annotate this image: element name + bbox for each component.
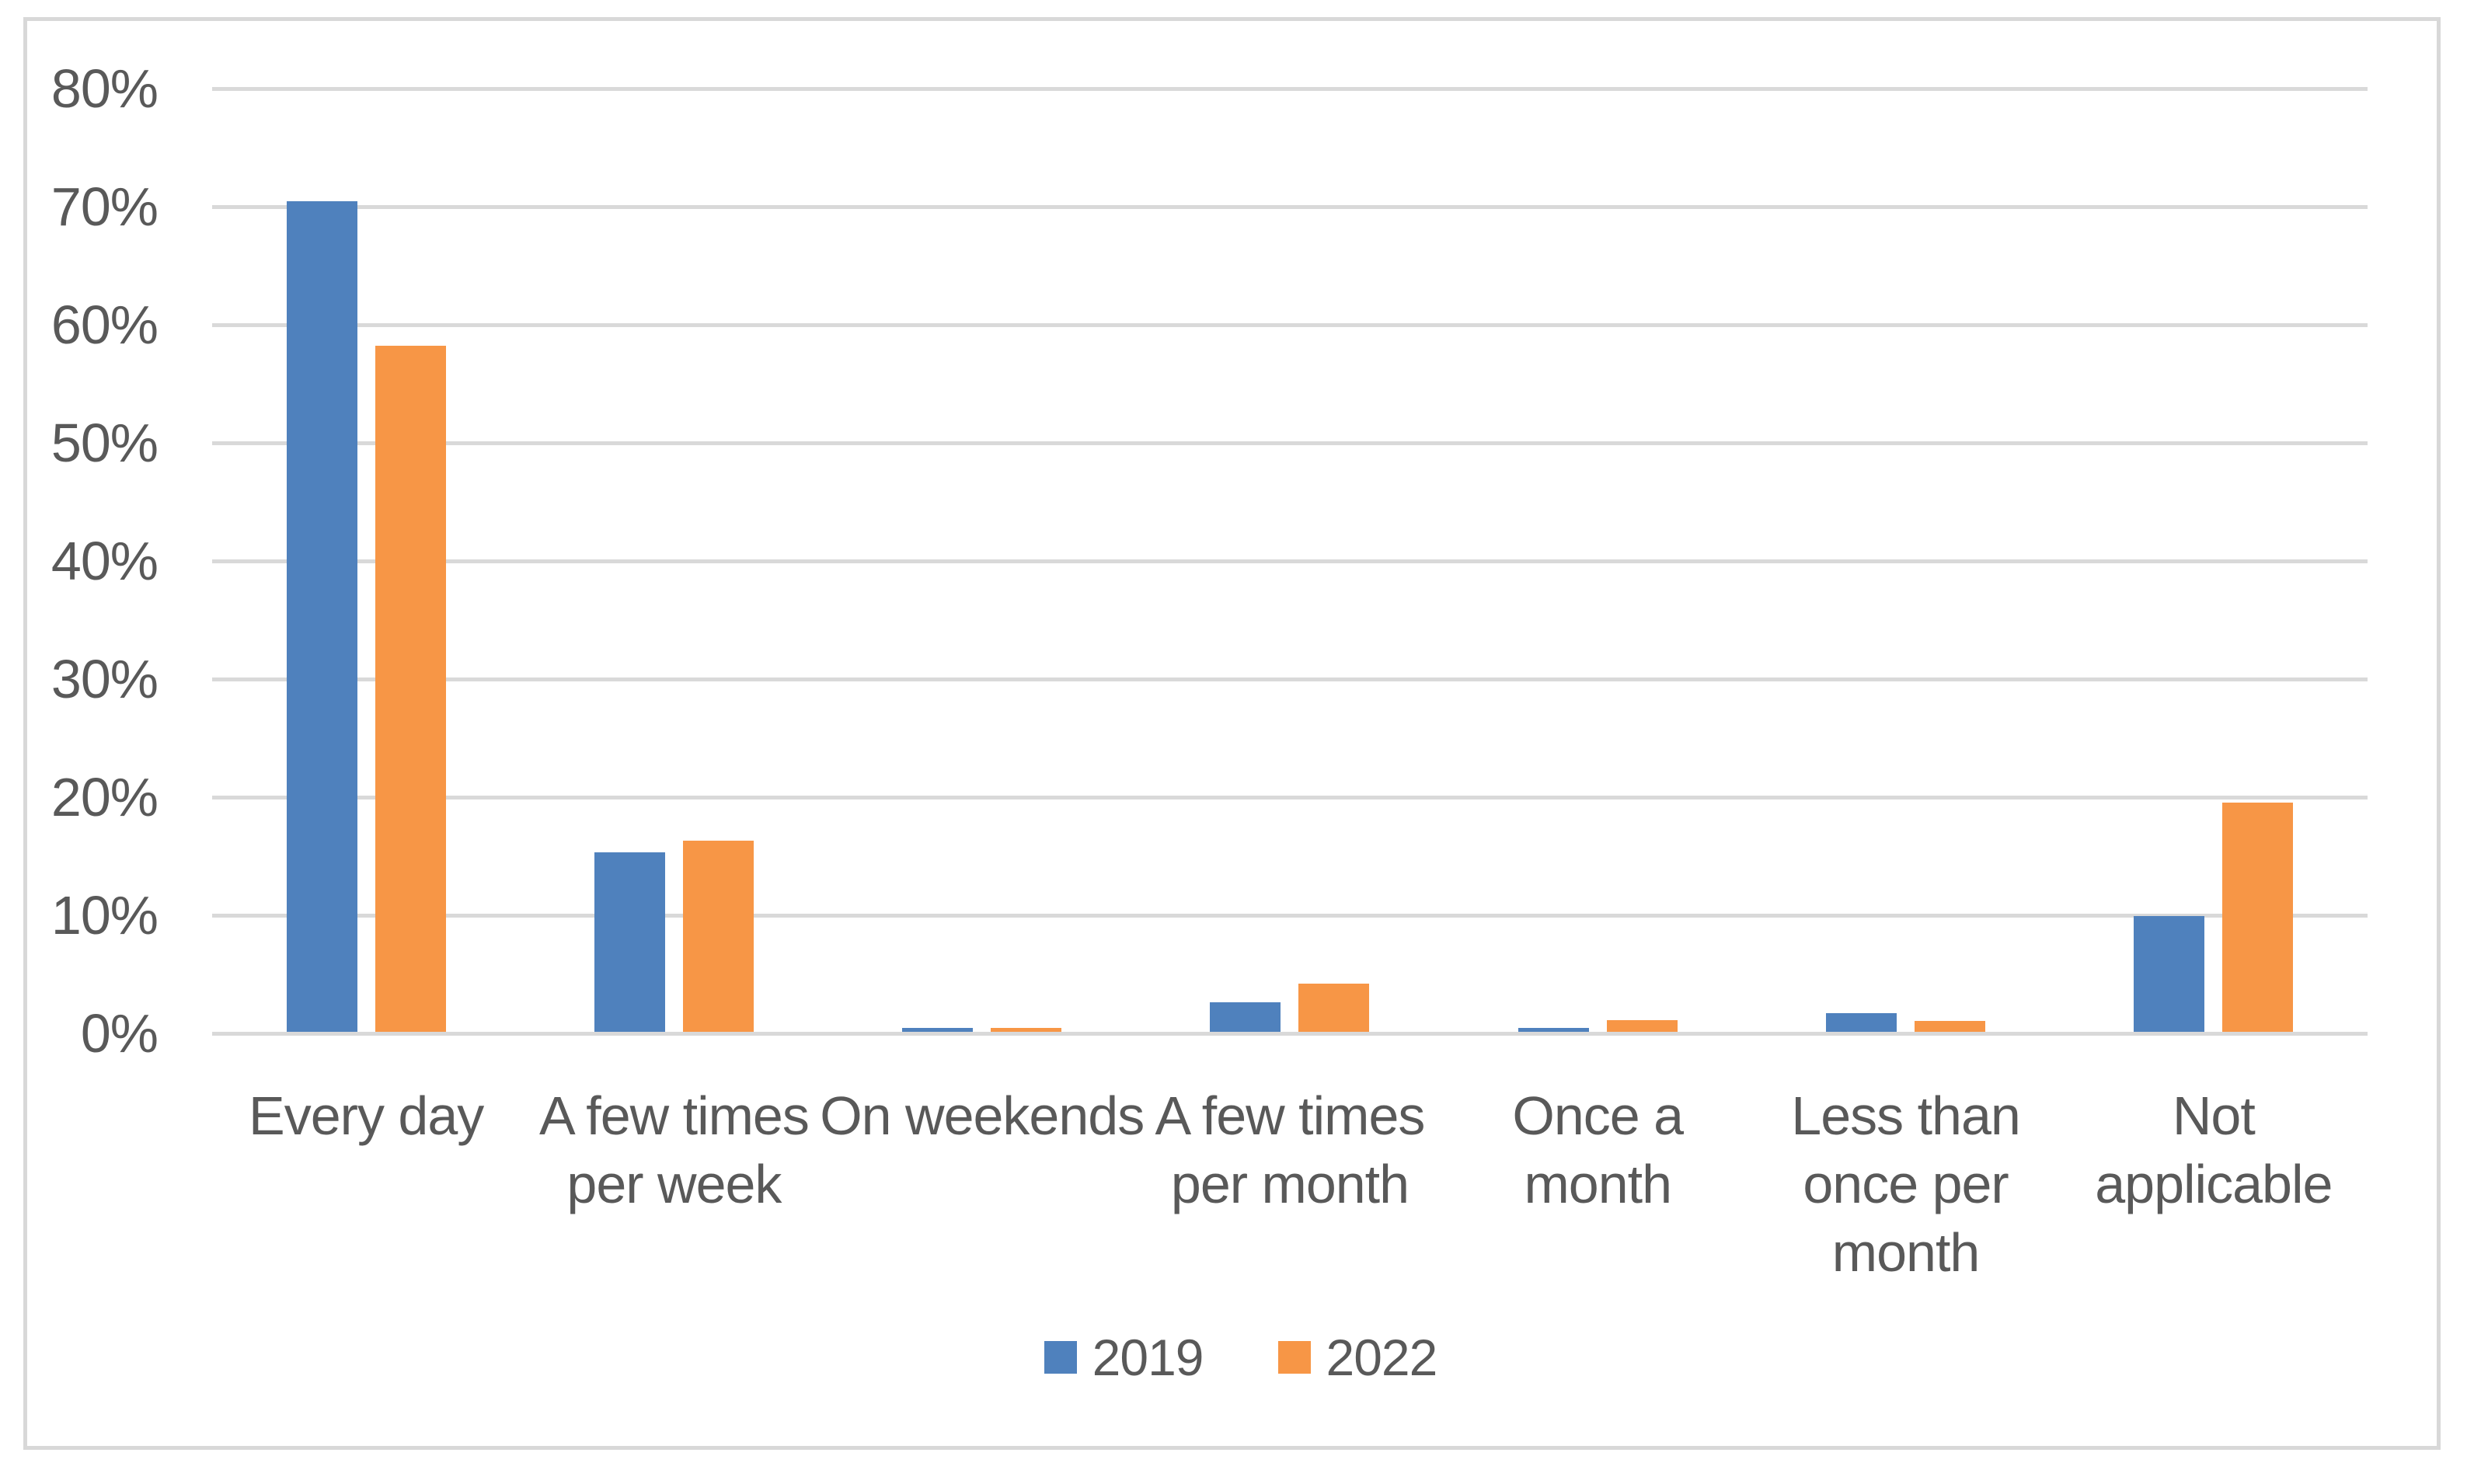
bar-group-a-few-times-per-month xyxy=(1136,89,1444,1033)
gridline-50% xyxy=(212,441,2368,445)
x-category-label-every-day: Every day xyxy=(249,1085,484,1146)
gridline-0% xyxy=(212,1032,2368,1036)
x-category-cell-not-applicable: Not applicable xyxy=(2060,1082,2368,1287)
x-category-label-on-weekends: On weekends xyxy=(820,1085,1145,1146)
x-category-cell-once-a-month: Once a month xyxy=(1444,1082,1751,1287)
gridline-60% xyxy=(212,323,2368,327)
y-tick-label-60: 60% xyxy=(51,294,159,355)
plot-area xyxy=(212,87,2368,1036)
legend: 2019 2022 xyxy=(0,1330,2481,1385)
bar-2022-less-than-once-per-month xyxy=(1915,1021,1986,1032)
y-tick-label-50: 50% xyxy=(51,413,159,473)
x-category-label-not-applicable: Not applicable xyxy=(2095,1085,2333,1214)
x-category-cell-on-weekends: On weekends xyxy=(820,1082,1145,1287)
x-category-label-a-few-times-per-month: A few times per month xyxy=(1155,1085,1426,1214)
bar-2019-on-weekends xyxy=(902,1028,974,1032)
x-category-cell-less-than-once-per-month: Less than once per month xyxy=(1751,1082,2059,1287)
gridline-80% xyxy=(212,87,2368,91)
gridline-10% xyxy=(212,914,2368,918)
gridline-40% xyxy=(212,559,2368,563)
y-tick-label-0: 0% xyxy=(80,1003,159,1064)
x-category-cell-every-day: Every day xyxy=(212,1082,520,1287)
y-tick-label-80: 80% xyxy=(51,58,159,119)
gridline-30% xyxy=(212,678,2368,681)
bar-group-not-applicable xyxy=(2060,89,2368,1033)
bar-2022-a-few-times-per-month xyxy=(1298,984,1370,1032)
bar-2019-less-than-once-per-month xyxy=(1826,1013,1897,1032)
bar-group-less-than-once-per-month xyxy=(1751,89,2059,1033)
legend-label-2022: 2022 xyxy=(1326,1329,1438,1386)
bar-group-every-day xyxy=(212,89,520,1033)
legend-swatch-2019 xyxy=(1044,1341,1077,1374)
legend-label-2019: 2019 xyxy=(1092,1329,1204,1386)
legend-item-2019: 2019 xyxy=(1044,1330,1204,1385)
bar-2019-a-few-times-per-month xyxy=(1210,1002,1281,1032)
x-category-cell-a-few-times-per-month: A few times per month xyxy=(1136,1082,1444,1287)
bar-2022-every-day xyxy=(375,346,446,1032)
bar-2022-not-applicable xyxy=(2222,803,2294,1032)
gridline-20% xyxy=(212,796,2368,799)
bar-2019-once-a-month xyxy=(1518,1028,1589,1032)
bar-2022-on-weekends xyxy=(991,1028,1062,1032)
y-tick-label-20: 20% xyxy=(51,767,159,827)
bar-2022-a-few-times-per-week xyxy=(682,841,754,1032)
y-tick-label-40: 40% xyxy=(51,531,159,591)
y-tick-label-10: 10% xyxy=(51,885,159,946)
bar-2019-every-day xyxy=(286,201,357,1032)
bar-group-once-a-month xyxy=(1444,89,1751,1033)
bar-2019-a-few-times-per-week xyxy=(594,852,665,1032)
bar-2022-once-a-month xyxy=(1606,1020,1678,1032)
x-category-cell-a-few-times-per-week: A few times per week xyxy=(520,1082,828,1287)
bar-groups xyxy=(212,89,2368,1033)
bar-2019-not-applicable xyxy=(2134,916,2205,1032)
x-category-label-a-few-times-per-week: A few times per week xyxy=(538,1085,810,1214)
x-category-label-less-than-once-per-month: Less than once per month xyxy=(1791,1085,2021,1283)
y-axis: 0% 10% 20% 30% 40% 50% 60% 70% 80% xyxy=(0,0,159,1484)
legend-item-2022: 2022 xyxy=(1277,1329,1438,1386)
x-category-label-once-a-month: Once a month xyxy=(1512,1085,1684,1214)
y-tick-label-70: 70% xyxy=(51,176,159,237)
gridline-70% xyxy=(212,205,2368,209)
x-axis: Every day A few times per week On weekends… xyxy=(212,1082,2368,1287)
y-tick-label-30: 30% xyxy=(51,649,159,709)
legend-swatch-2022 xyxy=(1277,1341,1311,1374)
bar-group-on-weekends xyxy=(828,89,1136,1033)
bar-group-a-few-times-per-week xyxy=(520,89,828,1033)
